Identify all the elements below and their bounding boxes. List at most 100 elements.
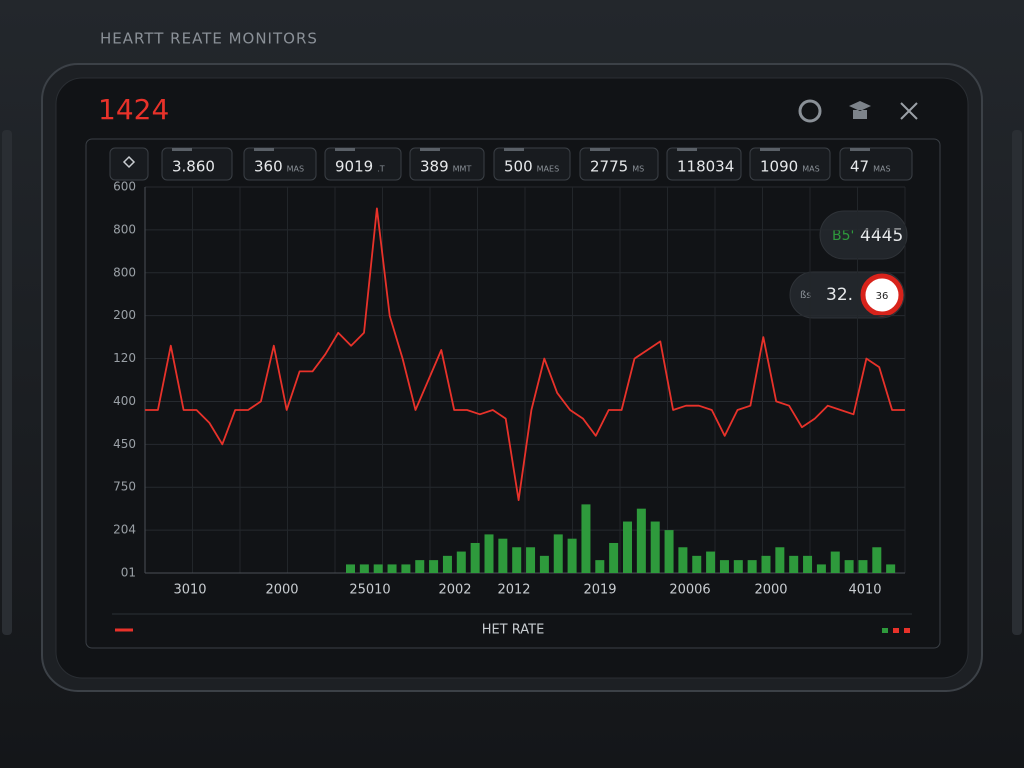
- stat-caption: [677, 148, 697, 151]
- x-tick-label: 20006: [669, 583, 710, 598]
- stat-box[interactable]: [749, 147, 831, 181]
- stat-unit: MAS: [287, 165, 304, 174]
- power-button[interactable]: [798, 99, 822, 123]
- x-tick-label: 2012: [497, 583, 530, 598]
- bar: [816, 564, 826, 573]
- app-title: HEARTT REATE MONITORS: [100, 30, 318, 48]
- alert-ring: [860, 273, 904, 317]
- y-tick-label: 204: [113, 523, 136, 537]
- bar: [567, 538, 577, 573]
- heart-rate-reading: 1424: [98, 93, 169, 126]
- bar: [359, 564, 369, 573]
- bar: [415, 560, 425, 573]
- side-handle: [2, 130, 12, 635]
- y-tick-label: 01: [121, 566, 136, 580]
- bar: [512, 547, 522, 573]
- y-tick-label: 600: [113, 180, 136, 194]
- bar: [346, 564, 356, 573]
- bar: [858, 560, 868, 573]
- stat-box[interactable]: [161, 147, 233, 181]
- stat-box[interactable]: [109, 147, 149, 181]
- stat-value: 9019: [335, 158, 373, 176]
- bar: [526, 547, 536, 573]
- x-tick-label: 2000: [754, 583, 787, 598]
- stat-unit: MMT: [453, 165, 472, 174]
- stat-box[interactable]: [493, 147, 571, 181]
- stat-value: 47: [850, 158, 869, 176]
- stat-caption: [504, 148, 524, 151]
- settings-button[interactable]: [849, 101, 871, 119]
- stat-value: 360: [254, 158, 283, 176]
- x-tick-label: 3010: [173, 583, 206, 598]
- bar: [775, 547, 785, 573]
- badge-value: 4445: [860, 226, 903, 246]
- badge-value: 32.: [826, 285, 853, 305]
- stat-value: 500: [504, 158, 533, 176]
- x-tick-label: 2002: [438, 583, 471, 598]
- chart-panel: [85, 138, 941, 649]
- stat-value: 3.860: [172, 158, 215, 176]
- bar: [456, 551, 466, 573]
- stat-unit: MAS: [873, 165, 890, 174]
- legend-swatch: [882, 628, 888, 633]
- x-tick-label: 2019: [583, 583, 616, 598]
- stat-box[interactable]: [324, 147, 402, 181]
- bar: [733, 560, 743, 573]
- bar: [803, 555, 813, 573]
- y-tick-label: 450: [113, 437, 136, 451]
- display: [55, 77, 969, 679]
- bar: [636, 508, 646, 573]
- stat-box[interactable]: [666, 147, 742, 181]
- bar: [678, 547, 688, 573]
- x-tick-label: 25010: [349, 583, 390, 598]
- legend-swatch: [904, 628, 910, 633]
- stat-caption: [760, 148, 780, 151]
- bar: [387, 564, 397, 573]
- heart-rate-line: [145, 207, 905, 501]
- bar: [498, 538, 508, 573]
- stat-caption: [420, 148, 440, 151]
- bar: [706, 551, 716, 573]
- bar: [747, 560, 757, 573]
- x-tick-label: 2000: [265, 583, 298, 598]
- badge-label: B5': [832, 228, 854, 244]
- stat-box[interactable]: [839, 147, 913, 181]
- diamond-icon: [122, 155, 136, 169]
- bar: [429, 560, 439, 573]
- side-handle: [1012, 130, 1022, 635]
- y-tick-label: 800: [113, 222, 136, 236]
- stat-value: 1090: [760, 158, 798, 176]
- bar: [789, 555, 799, 573]
- stat-box[interactable]: [409, 147, 485, 181]
- stat-caption: [850, 148, 870, 151]
- bar: [595, 560, 605, 573]
- bar: [484, 534, 494, 573]
- bar: [623, 521, 633, 573]
- y-tick-label: 200: [113, 308, 136, 322]
- y-tick-label: 400: [113, 394, 136, 408]
- y-tick-label: 800: [113, 265, 136, 279]
- stat-box[interactable]: [579, 147, 659, 181]
- stat-box[interactable]: [243, 147, 317, 181]
- badge-label: ßs: [800, 290, 812, 301]
- close-button[interactable]: [900, 102, 918, 120]
- bar: [609, 542, 619, 573]
- stat-value: 389: [420, 158, 449, 176]
- y-tick-label: 750: [113, 480, 136, 494]
- stat-caption: [590, 148, 610, 151]
- stat-caption: [172, 148, 192, 151]
- bar: [719, 560, 729, 573]
- bar: [844, 560, 854, 573]
- bar: [470, 542, 480, 573]
- stat-unit: .T: [377, 165, 385, 174]
- x-tick-label: 4010: [848, 583, 881, 598]
- stat-unit: MAS: [802, 165, 819, 174]
- bar: [692, 555, 702, 573]
- stat-unit: MS: [632, 165, 644, 174]
- bar: [886, 564, 896, 573]
- badge[interactable]: [819, 210, 908, 260]
- footer-label: HET RATE: [482, 623, 545, 638]
- bar: [664, 530, 674, 573]
